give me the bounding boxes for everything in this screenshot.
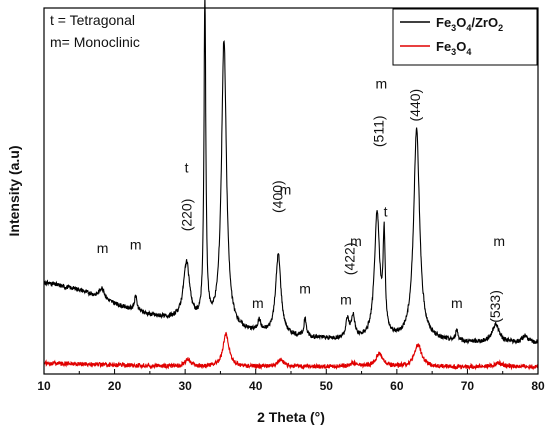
peak-phase-label: m: [340, 292, 352, 308]
peak-miller-index-label: (220): [179, 199, 195, 232]
peak-phase-label: m: [299, 281, 311, 297]
series-layer: [43, 0, 539, 371]
legend-label-fe3o4-zro2: Fe3O4/ZrO2: [436, 15, 503, 33]
x-tick-label: 70: [461, 379, 475, 393]
x-tick-label: 80: [531, 379, 545, 393]
note-monoclinic: m= Monoclinic: [50, 34, 140, 50]
peak-phase-label: m: [375, 76, 387, 92]
peak-miller-index-label: (440): [407, 89, 423, 122]
x-tick-label: 20: [108, 379, 122, 393]
y-axis-title: Intensity (a.u): [6, 145, 22, 236]
peak-phase-label: t: [185, 160, 189, 176]
peak-phase-label: m: [97, 240, 109, 256]
series-line-fe3o4-zro2: [43, 0, 539, 345]
peak-phase-label: t: [384, 204, 388, 220]
x-tick-label: 10: [37, 379, 51, 393]
series-line-fe3o4: [43, 331, 539, 371]
legend-label-fe3o4: Fe3O4: [436, 39, 471, 57]
peak-phase-label: m: [493, 233, 505, 249]
x-axis: 10 20 30 40 50 60 70 80: [37, 369, 545, 393]
peak-phase-label: m: [350, 233, 362, 249]
peak-miller-index-label: (533): [487, 290, 503, 323]
annotation-layer: mmt(220)m(311)mm(400)mmm(422)m(511)mtt(4…: [97, 43, 505, 323]
peak-miller-index-label: (400): [270, 180, 286, 213]
x-tick-label: 30: [178, 379, 192, 393]
peak-miller-index-label: (511): [371, 115, 387, 147]
peak-miller-index-label: (422): [342, 243, 358, 276]
x-tick-label: 50: [320, 379, 334, 393]
legend: Fe3O4/ZrO2 Fe3O4: [392, 8, 538, 66]
x-axis-title: 2 Theta (°): [257, 409, 325, 425]
peak-phase-label: m: [280, 182, 292, 198]
note-tetragonal: t = Tetragonal: [50, 12, 135, 28]
x-tick-label: 60: [390, 379, 404, 393]
peak-phase-label: m: [451, 295, 463, 311]
x-tick-label: 40: [249, 379, 263, 393]
peak-phase-label: m: [252, 295, 264, 311]
legend-box: [392, 8, 538, 66]
peak-phase-label: m: [130, 237, 142, 253]
